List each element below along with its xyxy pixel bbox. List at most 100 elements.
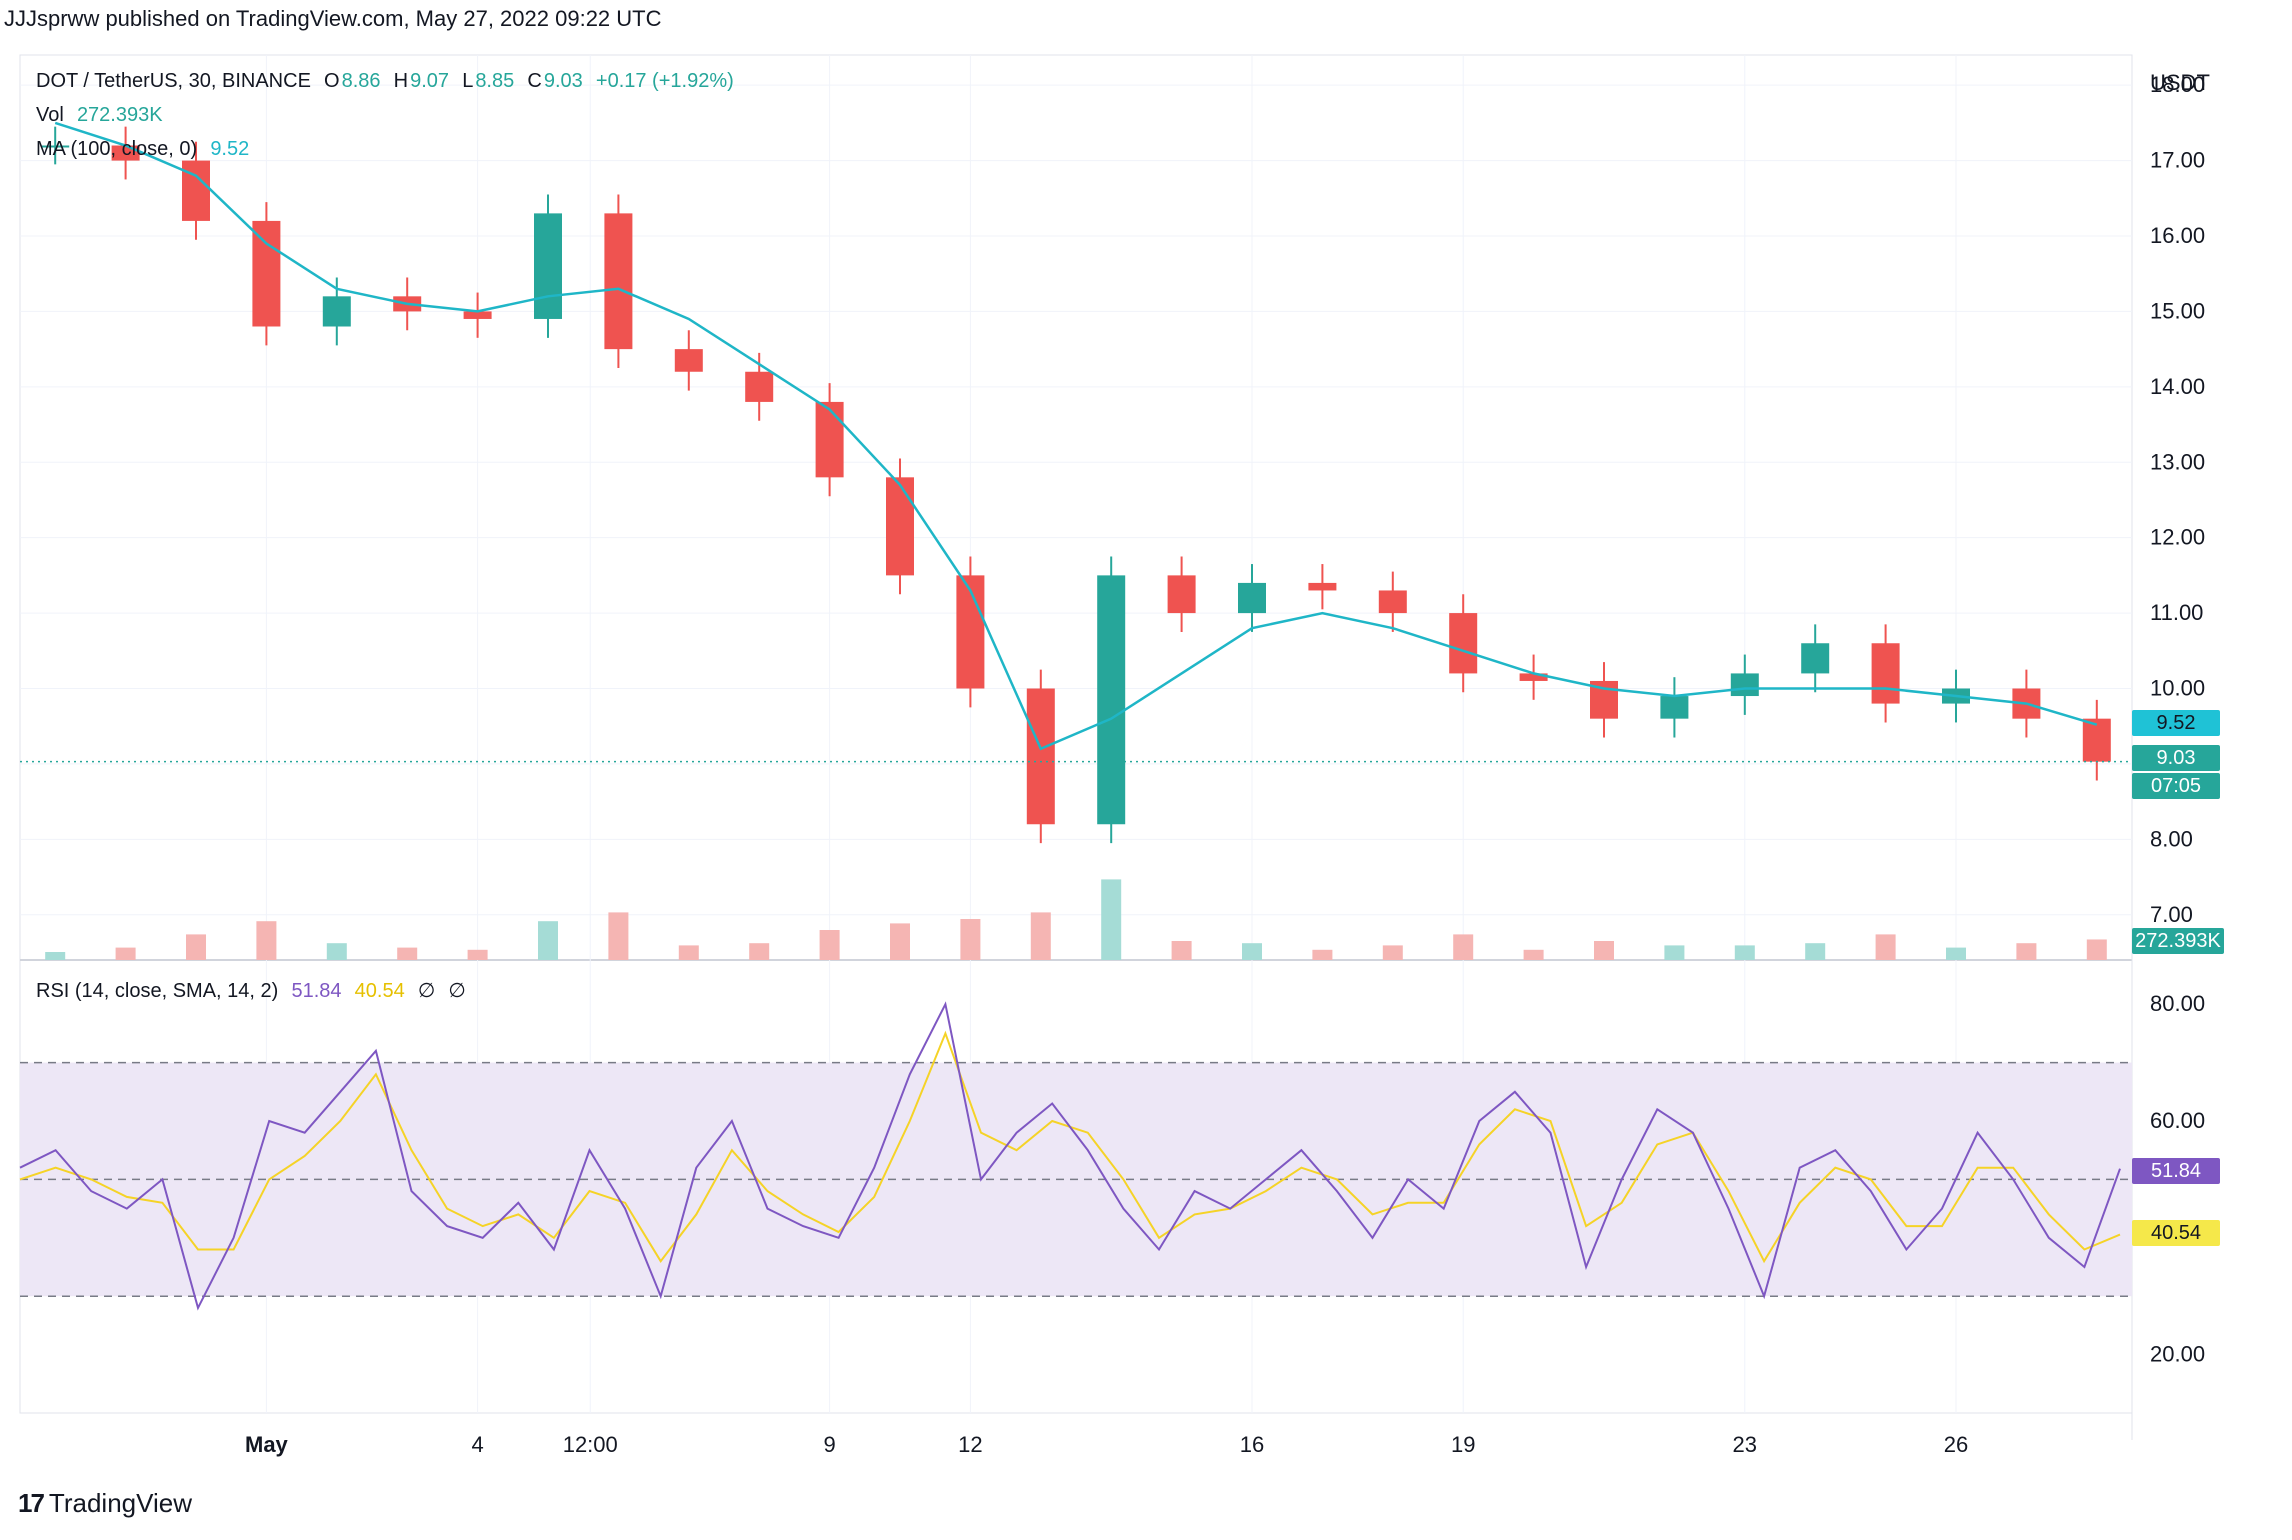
candle-body	[1238, 582, 1266, 614]
rsi-sma-badge: 40.54	[2132, 1220, 2220, 1246]
candle-body	[322, 296, 351, 327]
price-candles	[41, 126, 2111, 844]
volume-bar	[1453, 934, 1474, 960]
time-tick-label: 19	[1451, 1432, 1475, 1457]
candle-body	[1308, 582, 1337, 591]
candle-body	[1871, 643, 1900, 704]
time-tick-label: 23	[1733, 1432, 1757, 1457]
volume-bar	[1101, 879, 1122, 960]
price-tick-label: 15.00	[2150, 298, 2205, 323]
low-value: 8.85	[475, 70, 515, 92]
price-tick-label: 11.00	[2150, 600, 2203, 625]
price-tick-label: 10.00	[2150, 676, 2205, 701]
price-tick-label: 8.00	[2150, 826, 2193, 851]
tradingview-logo-icon: 17	[18, 1488, 45, 1518]
ma-legend: MA (100, close, 0) 9.52	[36, 138, 251, 161]
time-tick-label: 9	[823, 1432, 835, 1457]
candle-body	[41, 145, 70, 148]
price-tick-label: 17.00	[2150, 148, 2205, 173]
volume-bar	[1171, 941, 1192, 960]
candle-body	[1378, 590, 1407, 614]
volume-bar	[1312, 949, 1333, 960]
volume-bar	[819, 930, 840, 960]
volume-bar	[960, 919, 981, 960]
volume-bar	[1523, 949, 1544, 960]
rsi-value: 51.84	[291, 980, 342, 1002]
volume-bar	[467, 949, 488, 960]
candle-body	[534, 213, 562, 319]
time-tick-label: 12:00	[563, 1432, 618, 1457]
rsi-label[interactable]: RSI (14, close, SMA, 14, 2)	[36, 980, 279, 1002]
ma-price-badge: 9.52	[2132, 710, 2220, 736]
rsi-line	[19, 1001, 2121, 1311]
close-label: C	[527, 70, 542, 92]
price-tick-label: 7.00	[2150, 902, 2193, 927]
symbol-legend: DOT / TetherUS, 30, BINANCE O 8.86 H 9.07 …	[36, 70, 736, 93]
candle-body	[1519, 673, 1548, 681]
candle-body	[252, 220, 281, 327]
close-value: 9.03	[543, 70, 583, 92]
price-axis: 18.00 17.00 16.00 15.00 14.00 13.00 12.00 11.00…	[20, 72, 2205, 927]
volume-bar	[1664, 945, 1685, 960]
rsi-sma-value: 40.54	[354, 980, 405, 1002]
candle-body	[1730, 673, 1759, 697]
time-tick-label: 26	[1944, 1432, 1968, 1457]
candle-body	[1026, 688, 1055, 825]
candle-body	[1801, 643, 1830, 674]
price-tick-label: 13.00	[2150, 449, 2205, 474]
volume-bar	[1805, 943, 1826, 960]
volume-label[interactable]: Vol	[36, 104, 64, 126]
time-tick-label: 4	[471, 1432, 483, 1457]
rsi-extra-1: ∅	[417, 980, 436, 1002]
change-value: +0.17 (+1.92%)	[595, 70, 734, 92]
rsi-tick-label: 20.00	[2150, 1342, 2205, 1367]
open-label: O	[324, 70, 340, 92]
volume-bar	[1242, 943, 1262, 960]
candle-body	[604, 213, 633, 350]
price-tick-label: 14.00	[2150, 374, 2205, 399]
low-label: L	[462, 70, 474, 92]
rsi-extra-2: ∅	[448, 980, 466, 1002]
volume-bar	[1946, 947, 1966, 960]
candle-body	[815, 401, 844, 478]
price-tick-label: 18.00	[2150, 72, 2205, 97]
volume-bar	[186, 934, 206, 960]
price-tick-label: 16.00	[2150, 223, 2205, 248]
currency-label: USDT	[2150, 70, 2210, 95]
rsi-badge: 51.84	[2132, 1158, 2220, 1184]
ma-label[interactable]: MA (100, close, 0)	[36, 138, 198, 160]
candle-body	[886, 477, 914, 576]
volume-bar	[45, 952, 66, 960]
volume-bar	[1594, 941, 1614, 960]
ma-line	[54, 121, 2098, 751]
candle-body	[1097, 575, 1126, 825]
volume-value: 272.393K	[76, 104, 163, 126]
price-tick-label: 12.00	[2150, 525, 2205, 550]
symbol-name[interactable]: DOT / TetherUS, 30, BINANCE	[36, 70, 311, 92]
volume-bar	[538, 921, 558, 960]
countdown-badge: 07:05	[2132, 773, 2220, 799]
rsi-legend: RSI (14, close, SMA, 14, 2) 51.84 40.54 …	[36, 978, 468, 1003]
volume-bar	[608, 912, 629, 960]
publisher-header: JJJsprww published on TradingView.com, M…	[4, 6, 662, 31]
rsi-tick-label: 60.00	[2150, 1108, 2205, 1133]
volume-bar	[749, 943, 770, 960]
candle-body	[1449, 613, 1478, 674]
last-price-badge: 9.03	[2132, 745, 2220, 771]
volume-badge: 272.393K	[2132, 928, 2224, 954]
candle-body	[674, 349, 703, 372]
high-label: H	[393, 70, 409, 92]
volume-bar	[1030, 912, 1051, 960]
tradingview-footer[interactable]: 17 TradingView	[18, 1488, 192, 1519]
footer-brand: TradingView	[48, 1488, 192, 1518]
time-tick-label: 12	[958, 1432, 982, 1457]
ma-value: 9.52	[210, 138, 250, 160]
time-tick-label: 16	[1240, 1432, 1264, 1457]
volume-bar	[256, 921, 277, 960]
volume-bar	[1875, 934, 1896, 960]
rsi-tick-label: 80.00	[2150, 991, 2205, 1016]
candle-body	[745, 371, 774, 402]
volume-bar	[326, 943, 347, 960]
candle-body	[1167, 575, 1196, 614]
